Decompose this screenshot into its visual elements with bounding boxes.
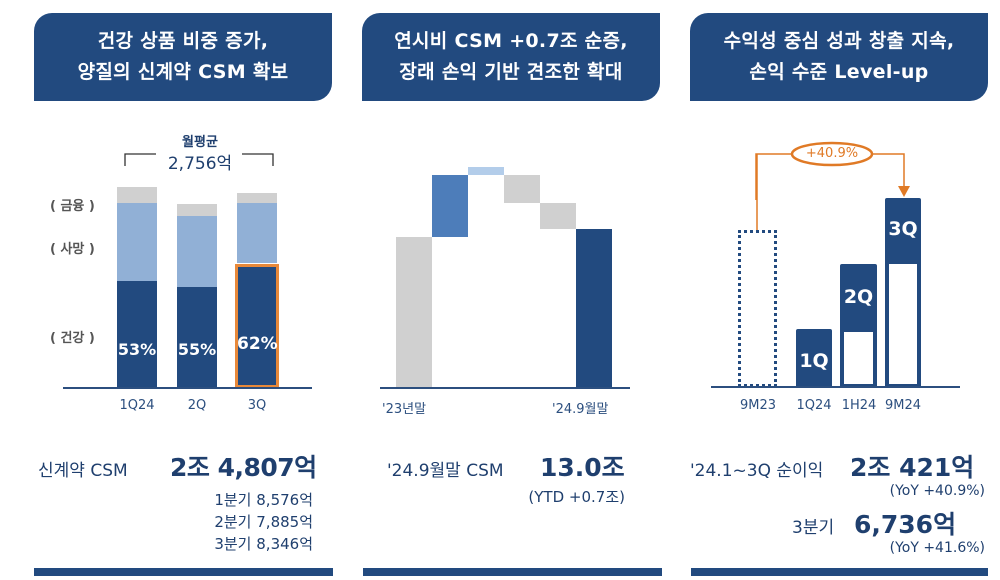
xlabel-9m24: 9M24: [884, 398, 922, 413]
panel1-bottom-bar: [34, 568, 333, 576]
bar-3q-death: [237, 203, 277, 263]
legend-health: ( 건강 ): [50, 331, 95, 346]
bar-1h24-prior-segment: [844, 332, 873, 384]
panel2-header: 연시비 CSM +0.7조 순증, 장래 손익 기반 견조한 확대: [362, 13, 660, 101]
bar-1q24: [796, 329, 832, 387]
net-income-yoy: (YoY +40.9%): [889, 483, 985, 499]
panel2-header-line1: 연시비 CSM +0.7조 순증,: [394, 30, 628, 52]
bar-3q-finance: [237, 193, 277, 203]
chart3-axis: [711, 386, 960, 388]
quarterly-details: 1분기 8,576억 2분기 7,885억 3분기 8,346억: [150, 489, 313, 555]
pct-2q: 55%: [177, 340, 217, 359]
bar-2q-finance: [177, 204, 217, 216]
bar-2q-death: [177, 216, 217, 287]
panel2-header-line2: 장래 손익 기반 견조한 확대: [399, 61, 623, 83]
panel3-bottom-bar: [691, 568, 988, 576]
csm-ytd-change: (YTD +0.7조): [528, 488, 625, 506]
waterfall-end-24-9: [576, 229, 612, 388]
bar-9m24-prior-segment: [889, 264, 917, 384]
xlabel-23-end: '23년말: [382, 402, 427, 417]
bar-2q-health: [177, 287, 217, 388]
bracket-icon: [124, 153, 274, 166]
csm-balance-label: '24.9월말 CSM: [387, 461, 504, 481]
xlabel-24-9-end: '24.9월말: [552, 402, 609, 417]
waterfall-increase-2: [468, 167, 504, 175]
xlabel-9m23: 9M23: [739, 398, 777, 413]
growth-connector-line: [756, 154, 758, 230]
waterfall-increase-1: [432, 175, 468, 237]
bar-1q24-death: [117, 203, 157, 281]
pct-1q24: 53%: [117, 340, 157, 359]
panel3-header: 수익성 중심 성과 창출 지속, 손익 수준 Level-up: [690, 13, 988, 101]
xlabel-1q24: 1Q24: [119, 398, 155, 413]
net-income-label: '24.1~3Q 순이익: [690, 461, 824, 481]
panel3-header-line1: 수익성 중심 성과 창출 지속,: [723, 30, 955, 52]
xlabel-1h24: 1H24: [841, 398, 877, 413]
q3-income-yoy: (YoY +41.6%): [889, 540, 985, 556]
panel1-header-line1: 건강 상품 비중 증가,: [97, 30, 269, 52]
growth-arrow-icon: [755, 141, 910, 200]
q3-detail: 3분기 8,346억: [214, 535, 313, 553]
q1-detail: 1분기 8,576억: [214, 491, 313, 509]
waterfall-decrease-1: [504, 175, 540, 203]
xlabel-1q24: 1Q24: [796, 398, 832, 413]
label-3q: 3Q: [888, 218, 918, 240]
csm-balance-value: 13.0조: [540, 453, 625, 482]
bar-1q24-health: [117, 281, 157, 388]
xlabel-3q: 3Q: [247, 398, 267, 413]
monthly-average-value: 2,756억: [167, 154, 233, 174]
waterfall-start-23: [396, 237, 432, 388]
panel1-header-line2: 양질의 신계약 CSM 확보: [77, 61, 289, 83]
bar-3q-health-highlighted: [235, 264, 279, 388]
chart2-axis: [380, 387, 630, 389]
new-contract-csm-value: 2조 4,807억: [170, 453, 317, 482]
growth-badge: +40.9%: [805, 146, 859, 161]
panel1-header: 건강 상품 비중 증가, 양질의 신계약 CSM 확보: [34, 13, 332, 101]
waterfall-decrease-2: [540, 203, 576, 229]
chart1-axis: [63, 387, 312, 389]
panel3-header-line2: 손익 수준 Level-up: [749, 61, 929, 83]
bar-1q24-finance: [117, 187, 157, 203]
xlabel-2q: 2Q: [187, 398, 207, 413]
panel2-bottom-bar: [363, 568, 662, 576]
legend-death: ( 사망 ): [50, 242, 95, 257]
label-1q: 1Q: [799, 350, 829, 372]
q3-income-value: 6,736억: [854, 510, 957, 539]
bar-9m23: [738, 230, 777, 387]
q2-detail: 2분기 7,885억: [214, 513, 313, 531]
monthly-average-label: 월평균: [182, 135, 218, 150]
pct-3q: 62%: [237, 334, 278, 354]
q3-income-label: 3분기: [792, 518, 835, 538]
net-income-value: 2조 421억: [850, 453, 975, 482]
legend-finance: ( 금융 ): [50, 199, 95, 214]
new-contract-csm-label: 신계약 CSM: [38, 461, 128, 481]
label-2q: 2Q: [843, 286, 874, 308]
